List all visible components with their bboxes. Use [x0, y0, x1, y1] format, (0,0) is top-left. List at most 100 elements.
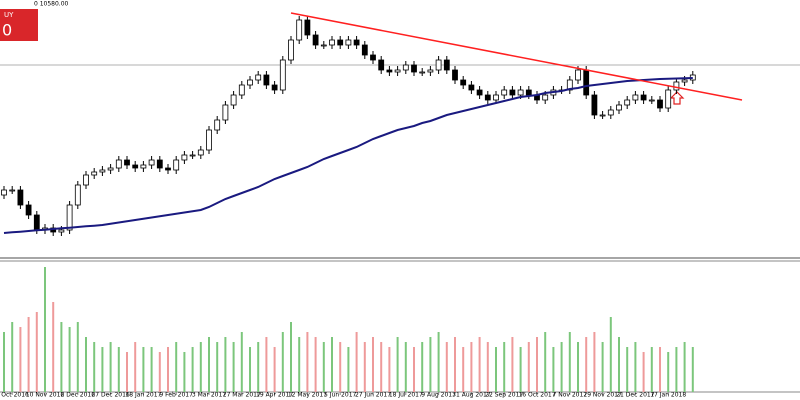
candle-body: [296, 19, 303, 41]
candle-body: [91, 171, 98, 176]
candle-body: [509, 89, 516, 96]
candle-body: [181, 154, 188, 161]
candle-body: [279, 59, 286, 91]
candle-body: [648, 99, 655, 102]
candle-body: [312, 34, 319, 46]
x-tick-label: 22 Sep 2017: [485, 392, 523, 399]
candle-body: [493, 94, 499, 101]
candle-body: [591, 94, 598, 116]
x-tick-label: 7 Nov 2017: [552, 392, 587, 399]
candle-body: [402, 64, 409, 71]
candle-body: [665, 89, 672, 109]
candle-body: [74, 184, 81, 206]
candle-body: [525, 89, 532, 96]
candle-body: [419, 71, 426, 74]
candle-body: [394, 69, 401, 73]
x-tick-label: 21 Dec 2017: [616, 392, 655, 399]
candle-body: [386, 69, 393, 73]
candle-body: [681, 79, 688, 83]
candle-body: [140, 164, 147, 169]
candle-body: [353, 39, 360, 46]
candle-body: [435, 59, 442, 71]
x-tick-label: 5 Jun 2017: [324, 392, 356, 399]
candle-body: [58, 229, 65, 233]
candle-body: [222, 104, 229, 121]
candle-body: [468, 84, 475, 91]
candle-body: [1, 189, 7, 196]
candle-body: [329, 39, 335, 46]
candle-body: [99, 169, 106, 173]
candle-body: [255, 74, 262, 81]
candle-body: [517, 89, 524, 96]
candle-body: [452, 69, 458, 81]
candle-body: [83, 174, 89, 186]
candle-body: [206, 129, 212, 151]
candle-body: [583, 69, 590, 96]
candle-body: [320, 44, 327, 47]
candle-body: [337, 39, 344, 46]
candle-body: [624, 99, 631, 106]
candle-body: [115, 159, 122, 169]
x-tick-label: 29 Nov 2017: [583, 392, 622, 399]
candle-body: [607, 109, 614, 116]
candle-body: [132, 164, 139, 169]
candle-body: [484, 94, 491, 101]
x-tick-label: 2 Dec 2016: [61, 392, 96, 399]
candle-body: [197, 149, 204, 156]
x-tick-label: 16 Oct 2017: [518, 392, 555, 399]
x-tick-label: 18 Jan 2017: [125, 392, 161, 399]
x-tick-label: 12 May 2017: [288, 392, 327, 399]
candle-body: [148, 159, 155, 166]
candle-body: [247, 79, 253, 86]
candle-body: [361, 44, 368, 56]
candle-body: [427, 69, 434, 73]
candle-body: [156, 159, 163, 169]
candle-body: [370, 54, 376, 61]
candle-body: [173, 159, 180, 171]
x-tick-label: 17 Jan 2018: [650, 392, 686, 399]
candle-body: [66, 204, 73, 231]
candle-body: [575, 69, 581, 81]
x-tick-label: 18 Jul 2017: [389, 392, 423, 399]
buy-button[interactable]: [0, 9, 38, 41]
x-tick-label: 9 Feb 2017: [159, 392, 193, 399]
candle-body: [230, 94, 237, 106]
x-tick-label: 19 Apr 2017: [256, 392, 293, 399]
candle-body: [271, 84, 278, 91]
buy-price: 0: [2, 21, 12, 40]
candle-body: [616, 104, 622, 111]
candle-body: [288, 39, 294, 61]
arrow-annotation: [669, 91, 685, 105]
x-tick-label: 27 Jun 2017: [355, 392, 391, 399]
candle-body: [107, 167, 114, 171]
candle-body: [238, 84, 245, 96]
candle-body: [189, 154, 196, 157]
candle-body: [632, 94, 639, 101]
candle-body: [9, 189, 16, 192]
candle-body: [673, 81, 680, 91]
candle-body: [378, 59, 385, 71]
price-text: 0 10580.00: [34, 1, 69, 8]
candle-body: [25, 204, 32, 216]
x-tick-label: 27 Dec 2016: [91, 392, 130, 399]
candle-body: [17, 189, 24, 206]
x-tick-label: 27 Mar 2017: [223, 392, 261, 399]
candle-body: [599, 114, 606, 117]
candle-body: [214, 119, 221, 131]
x-tick-label: 9 Oct 2016: [0, 392, 29, 399]
candle-body: [542, 94, 549, 101]
trendline: [290, 12, 743, 101]
moving-average: [3, 77, 693, 234]
x-tick-label: 9 Aug 2017: [421, 392, 456, 399]
candle-body: [501, 89, 508, 96]
candle-body: [33, 214, 40, 231]
x-tick-label: 3 Mar 2017: [192, 392, 226, 399]
candle-body: [263, 74, 270, 86]
x-tick-label: 31 Aug 2017: [452, 392, 491, 399]
candle-body: [443, 59, 450, 71]
candle-body: [460, 79, 467, 86]
candle-body: [476, 89, 483, 96]
